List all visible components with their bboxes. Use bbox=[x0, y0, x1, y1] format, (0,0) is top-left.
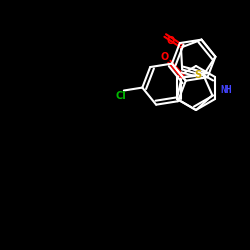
Text: O: O bbox=[166, 36, 174, 46]
Text: S: S bbox=[194, 70, 201, 80]
Text: O: O bbox=[160, 52, 168, 62]
Text: NH: NH bbox=[220, 85, 232, 95]
Text: Cl: Cl bbox=[116, 90, 126, 101]
